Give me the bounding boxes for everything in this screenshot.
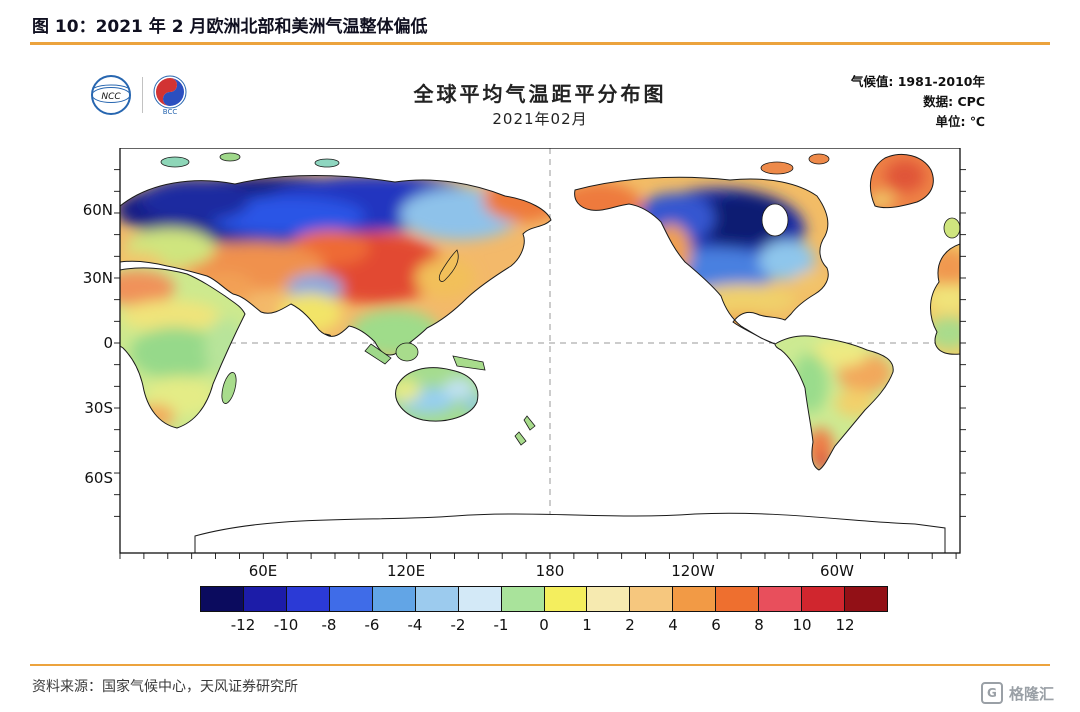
colorbar-cell: [630, 587, 674, 611]
meta-block: 气候值: 1981-2010年 数据: CPC 单位: ℃: [851, 72, 985, 132]
lon-label-180: 180: [536, 562, 565, 580]
gelonghui-logo-text: 格隆汇: [1008, 684, 1054, 703]
longitude-ticks: [119, 553, 957, 559]
colorbar-cell: [201, 587, 244, 611]
bcc-logo: BCC: [153, 75, 187, 116]
map-title: 全球平均气温距平分布图: [413, 82, 667, 106]
colorbar-cell: [845, 587, 887, 611]
colorbar-tick-label: 2: [625, 616, 635, 634]
lat-label-60n: 60N: [83, 201, 113, 219]
hudson-bay: [761, 203, 789, 237]
bcc-swirl-icon: [153, 75, 187, 108]
logo-divider: [142, 77, 143, 113]
arctic-island-2: [314, 158, 340, 168]
eurasia-outline: [120, 175, 552, 356]
colorbar-tick-label: -10: [273, 616, 299, 634]
south-america-outline: [774, 335, 894, 471]
lat-label-30n: 30N: [83, 269, 113, 287]
meta-data-source: 数据: CPC: [923, 94, 985, 109]
lat-label-60s: 60S: [84, 469, 113, 487]
colorbar-tick-label: 10: [792, 616, 812, 634]
colorbar-cells: [200, 586, 888, 612]
lat-label-30s: 30S: [84, 399, 113, 417]
new-zealand-north: [523, 415, 536, 431]
colorbar-tick-label: 8: [754, 616, 764, 634]
colorbar-cell: [286, 587, 330, 611]
colorbar-cell: [802, 587, 846, 611]
colorbar-cell: [673, 587, 717, 611]
bcc-logo-label: BCC: [162, 107, 178, 116]
colorbar-tick-label: -6: [364, 616, 380, 634]
map-frame: [119, 147, 961, 554]
colorbar-tick-label: -8: [321, 616, 337, 634]
svg-text:NCC: NCC: [101, 92, 121, 102]
lon-label-120w: 120W: [671, 562, 715, 580]
top-divider: [30, 42, 1050, 45]
colorbar-cell: [759, 587, 803, 611]
gelonghui-watermark: G 格隆汇: [980, 682, 1054, 704]
continent-australia: [395, 367, 478, 422]
lon-label-60e: 60E: [249, 562, 278, 580]
world-anomaly-map: 60N 30N 0 30S 60S 60E 120E 180 120W 60W: [83, 147, 966, 580]
australia-outline: [395, 367, 479, 422]
madagascar: [221, 372, 237, 404]
colorbar-cell: [372, 587, 416, 611]
colorbar-tick-label: 12: [835, 616, 855, 634]
map-subtitle: 2021年02月: [492, 110, 588, 128]
svalbard-islands: [160, 156, 190, 168]
colorbar-cell: [329, 587, 373, 611]
greenland-outline: [869, 154, 934, 209]
colorbar-labels: -12 -10 -8 -6 -4 -2 -1 0 1 2 4 6 8 10 12: [200, 616, 888, 638]
lat-label-0: 0: [103, 334, 113, 352]
colorbar: -12 -10 -8 -6 -4 -2 -1 0 1 2 4 6 8 10 12: [200, 586, 888, 648]
colorbar-cell: [458, 587, 502, 611]
west-africa-outline: [930, 243, 960, 355]
colorbar-tick-label: -2: [450, 616, 466, 634]
new-guinea: [452, 355, 486, 371]
logo-group: NCC BCC: [90, 74, 187, 116]
gelonghui-logo-icon: G: [980, 682, 1003, 704]
map-area: 60N 30N 0 30S 60S 60E 120E 180 120W 60W: [75, 147, 975, 587]
borneo: [395, 342, 419, 362]
latitude-ticks: [114, 169, 966, 517]
canadian-arctic-island-2: [808, 153, 830, 165]
bottom-divider: [30, 664, 1050, 666]
colorbar-cell: [415, 587, 459, 611]
north-america-outline: [574, 176, 829, 345]
japan: [438, 249, 459, 282]
figure-caption: 图 10：2021 年 2 月欧洲北部和美洲气温整体偏低: [32, 17, 428, 37]
africa-outline: [120, 267, 246, 429]
colorbar-cell: [716, 587, 760, 611]
lon-label-60w: 60W: [820, 562, 854, 580]
colorbar-cell: [544, 587, 588, 611]
colorbar-tick-label: 0: [539, 616, 549, 634]
colorbar-tick-label: -12: [230, 616, 256, 634]
colorbar-cell: [501, 587, 545, 611]
lon-label-120e: 120E: [387, 562, 425, 580]
colorbar-tick-label: -4: [407, 616, 423, 634]
colorbar-cell: [243, 587, 287, 611]
new-zealand-south: [514, 431, 527, 446]
antarctica-outline: [194, 512, 946, 553]
canadian-arctic-island-1: [760, 161, 794, 175]
meta-unit: 单位: ℃: [935, 114, 986, 129]
colorbar-tick-label: 6: [711, 616, 721, 634]
colorbar-tick-label: -1: [493, 616, 509, 634]
british-isles: [943, 217, 960, 239]
meta-climatology: 气候值: 1981-2010年: [850, 74, 985, 89]
arctic-island-1: [219, 152, 241, 162]
sumatra: [364, 343, 392, 365]
colorbar-tick-label: 1: [582, 616, 592, 634]
source-note: 资料来源：国家气候中心，天风证券研究所: [32, 679, 298, 695]
ncc-logo: NCC: [91, 75, 131, 115]
colorbar-tick-label: 4: [668, 616, 678, 634]
colorbar-cell: [587, 587, 631, 611]
